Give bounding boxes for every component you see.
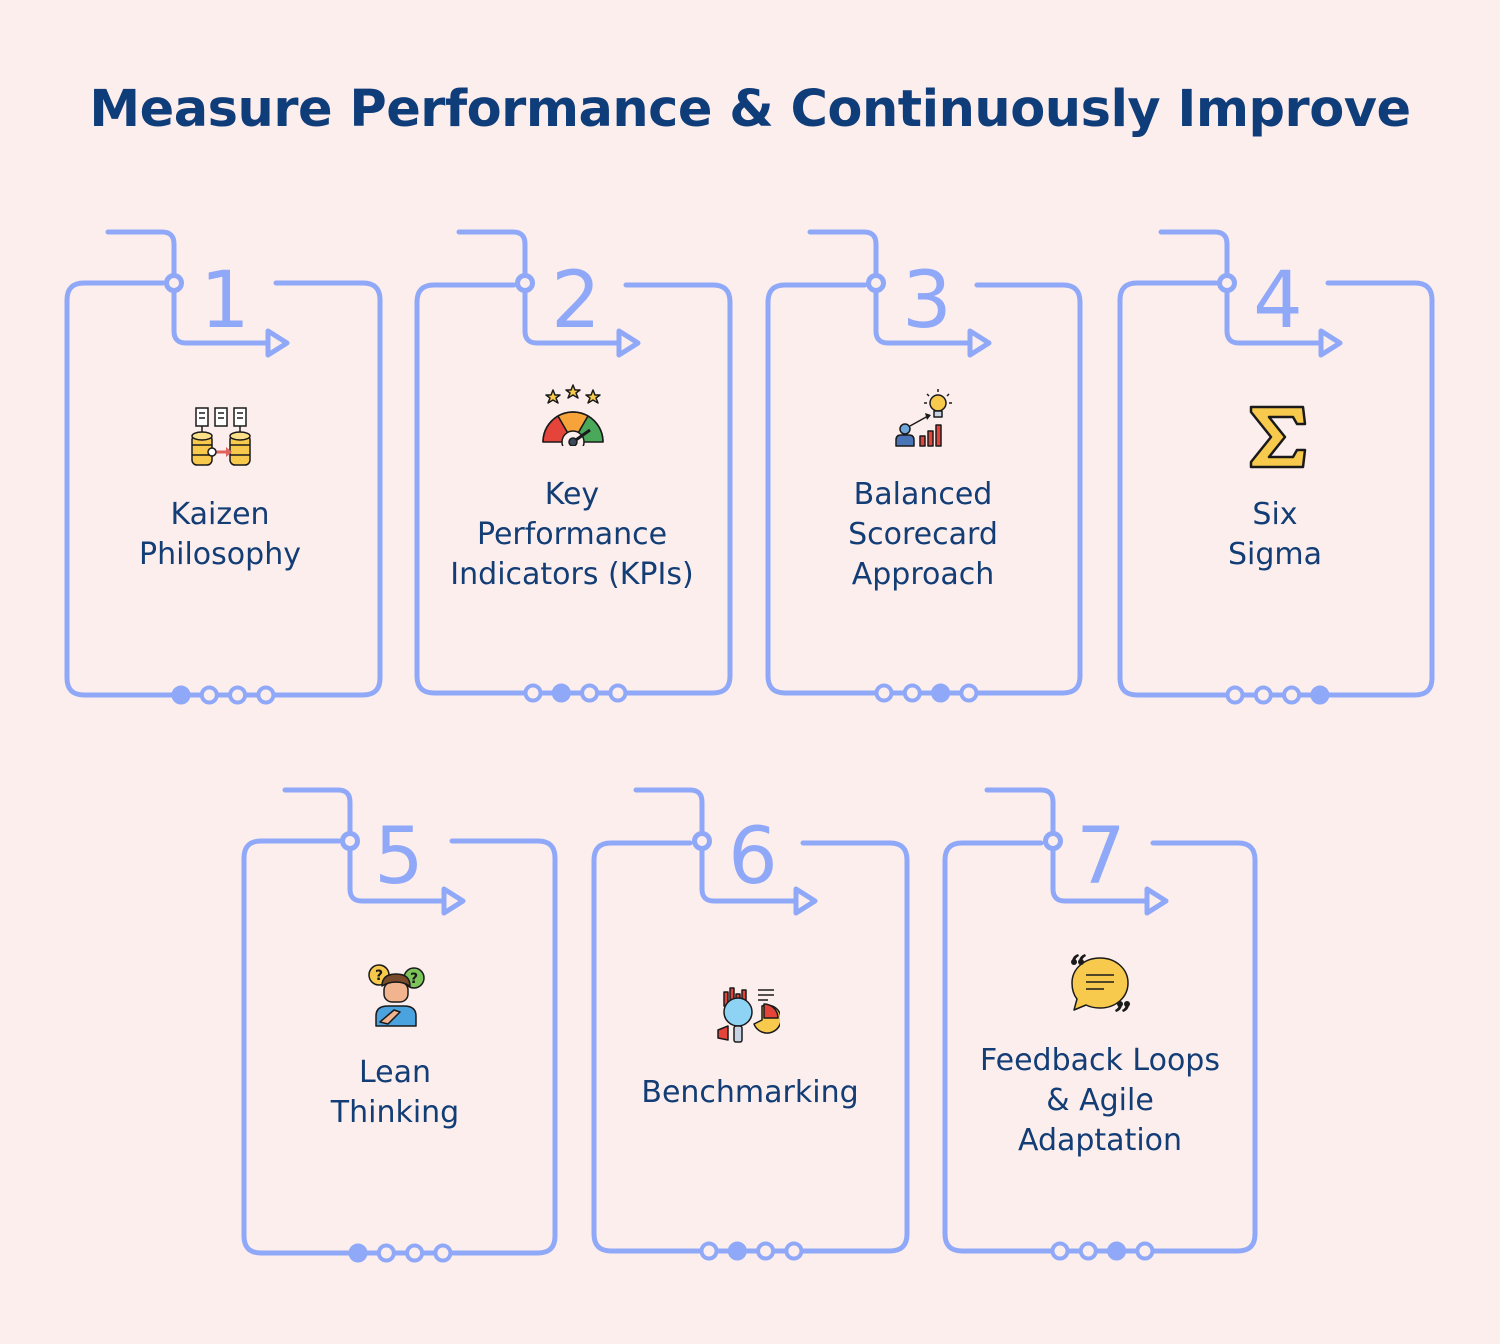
step-number-7: 7 <box>1076 812 1126 902</box>
progress-dot <box>959 683 979 703</box>
progress-dot <box>1135 1241 1155 1261</box>
step-frame-6 <box>591 787 910 1254</box>
progress-dot <box>902 683 922 703</box>
progress-dot <box>874 683 894 703</box>
step-label-6: Benchmarking <box>605 1073 895 1113</box>
progress-dot <box>580 683 600 703</box>
progress-dot-active <box>727 1241 747 1261</box>
step-label-line: Indicators (KPIs) <box>450 557 694 592</box>
progress-dot <box>405 1243 425 1263</box>
feedback-chat-icon <box>1071 954 1130 1012</box>
step-frame-1 <box>64 229 383 698</box>
progress-dot <box>228 685 248 705</box>
step-number-6: 6 <box>728 812 778 902</box>
step-label-7: Feedback Loops & Agile Adaptation <box>950 1041 1250 1161</box>
gauge-stars-icon <box>542 384 604 446</box>
progress-dot <box>256 685 276 705</box>
step-label-line: Six <box>1252 497 1298 532</box>
step-label-line: Lean <box>358 1055 432 1090</box>
sigma-icon <box>1249 405 1307 469</box>
svg-text:?: ? <box>410 971 418 987</box>
progress-dot <box>1253 685 1273 705</box>
progress-dot <box>608 683 628 703</box>
step-frame-7 <box>942 787 1258 1254</box>
progress-dot <box>523 683 543 703</box>
step-label-line: Feedback Loops <box>980 1043 1220 1078</box>
page-title: Measure Performance & Continuously Impro… <box>89 80 1411 139</box>
step-label-4: Six Sigma <box>1145 495 1405 575</box>
progress-dot <box>1050 1241 1070 1261</box>
step-frame-3 <box>765 229 1083 696</box>
thinking-person-icon: ? ? <box>368 964 425 1027</box>
step-label-line: Thinking <box>330 1095 460 1130</box>
step-label-line: Approach <box>851 557 995 592</box>
step-label-3: Balanced Scorecard Approach <box>788 475 1058 595</box>
step-number-3: 3 <box>902 256 952 346</box>
progress-dot-active <box>931 683 951 703</box>
progress-dot <box>199 685 219 705</box>
progress-dot-active <box>171 685 191 705</box>
progress-dot <box>784 1241 804 1261</box>
progress-dot-active <box>551 683 571 703</box>
step-label-line: Kaizen <box>170 497 270 532</box>
step-label-line: Adaptation <box>1017 1123 1183 1158</box>
step-number-1: 1 <box>200 256 250 346</box>
progress-dot <box>756 1241 776 1261</box>
step-label-line: Balanced <box>853 477 993 512</box>
progress-dot <box>376 1243 396 1263</box>
step-label-line: Performance <box>476 517 668 552</box>
database-transfer-icon <box>191 407 251 466</box>
step-label-line: Key <box>544 477 600 512</box>
progress-dot-active <box>348 1243 368 1263</box>
step-label-line: Benchmarking <box>641 1075 859 1110</box>
step-label-line: Sigma <box>1227 537 1323 572</box>
progress-dot <box>1225 685 1245 705</box>
step-number-2: 2 <box>551 256 601 346</box>
progress-dot-active <box>1107 1241 1127 1261</box>
step-label-line: Philosophy <box>139 537 301 572</box>
growth-idea-icon <box>895 389 952 447</box>
magnifier-chart-icon <box>717 987 780 1043</box>
step-frame-4 <box>1117 229 1435 698</box>
progress-dot-active <box>1310 685 1330 705</box>
svg-text:?: ? <box>375 968 383 984</box>
step-label-1: Kaizen Philosophy <box>90 495 350 575</box>
step-label-2: Key Performance Indicators (KPIs) <box>422 475 722 595</box>
step-label-line: & Agile <box>1046 1083 1154 1118</box>
progress-dots <box>171 683 1330 1263</box>
step-label-line: Scorecard <box>848 517 998 552</box>
progress-dot <box>1282 685 1302 705</box>
step-frame-5 <box>241 787 558 1256</box>
progress-dot <box>1078 1241 1098 1261</box>
step-number-5: 5 <box>374 812 424 902</box>
step-label-5: Lean Thinking <box>265 1053 525 1133</box>
progress-dot <box>433 1243 453 1263</box>
step-number-4: 4 <box>1253 256 1303 346</box>
progress-dot <box>699 1241 719 1261</box>
step-frame-2 <box>414 229 733 696</box>
